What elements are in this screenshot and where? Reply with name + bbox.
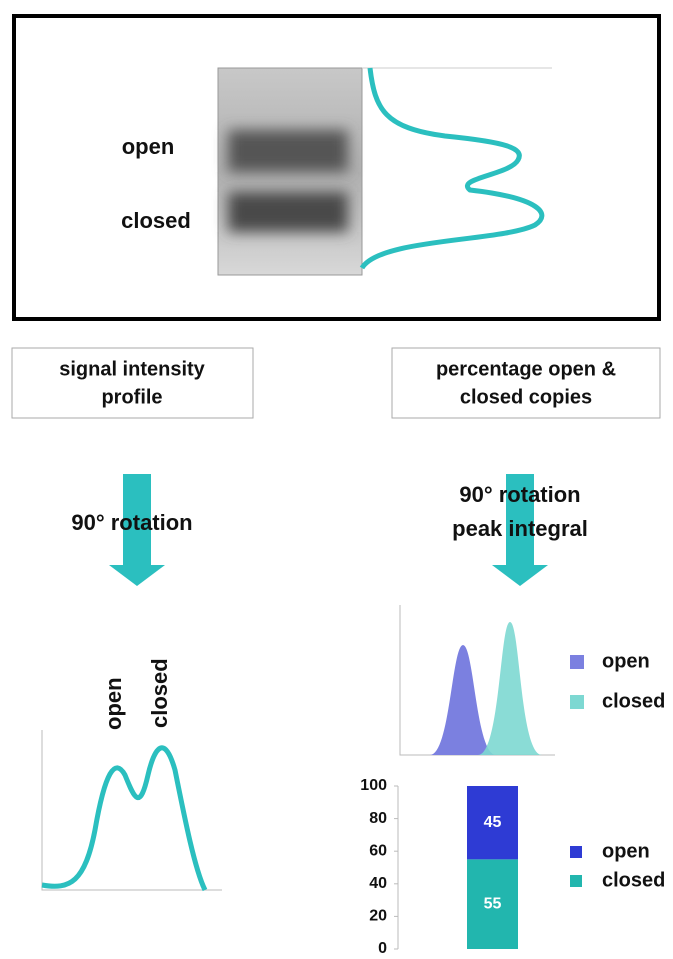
legend-label: closed: [602, 869, 665, 891]
legend-swatch: [570, 655, 584, 669]
step-text: signal intensity: [59, 358, 205, 380]
legend-swatch: [570, 846, 582, 858]
gel-label: open: [122, 134, 175, 159]
rotated-profile: [42, 748, 205, 890]
legend-swatch: [570, 695, 584, 709]
data-label: 55: [484, 895, 502, 912]
gel-label: closed: [121, 208, 191, 233]
legend: open closed: [570, 650, 665, 712]
y-tick-label: 20: [369, 908, 387, 925]
y-tick-label: 60: [369, 842, 387, 859]
peak-label: closed: [147, 658, 172, 728]
data-label: 45: [484, 814, 502, 831]
legend-label: open: [602, 650, 650, 672]
intensity-profile: [362, 68, 542, 268]
arrow-text: peak integral: [452, 516, 588, 541]
step-text: profile: [101, 386, 162, 408]
y-tick-label: 40: [369, 875, 387, 892]
peak-label: open: [101, 677, 126, 730]
y-tick-label: 100: [360, 777, 387, 794]
arrow-text: 90° rotation: [71, 510, 192, 535]
gel-band: [228, 130, 348, 172]
step-text: percentage open &: [436, 358, 616, 380]
y-tick-label: 0: [378, 940, 387, 954]
y-tick-label: 80: [369, 810, 387, 827]
gel-band: [228, 192, 348, 232]
peak-open: [430, 645, 496, 755]
legend-label: closed: [602, 690, 665, 712]
figure: open closed signal intensity profile per…: [0, 0, 673, 954]
legend-label: open: [602, 840, 650, 862]
step-text: closed copies: [460, 386, 592, 408]
legend-swatch: [570, 875, 582, 887]
peak-closed: [478, 622, 542, 755]
arrow-text: 90° rotation: [459, 482, 580, 507]
stacked-bar-chart: 0 20 40 60 80 100 55 45 open closed: [360, 777, 665, 954]
